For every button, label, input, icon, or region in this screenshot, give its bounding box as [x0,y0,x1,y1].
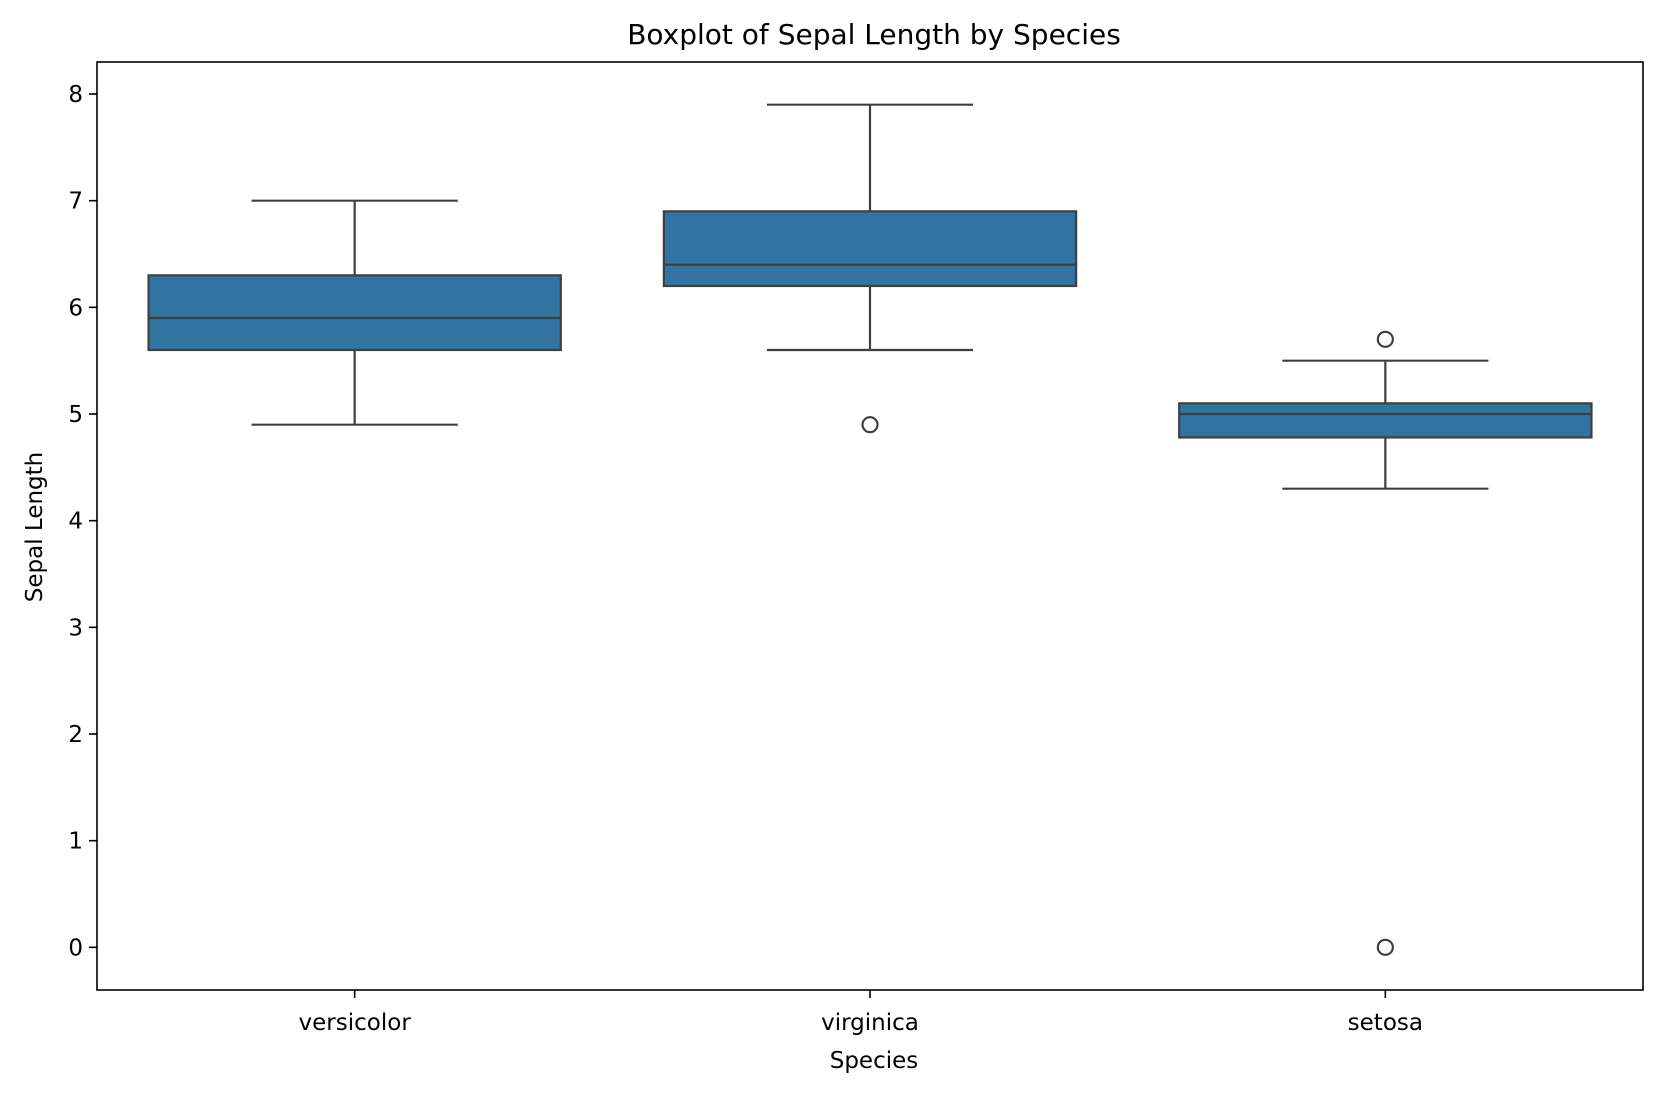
y-tick-label-5: 5 [68,402,83,428]
plot-area: 0 1 2 3 4 5 6 7 8 versicolor virginica setosa [68,61,1644,1036]
x-tick-label-versicolor: versicolor [299,1010,412,1036]
x-tick-label-setosa: setosa [1348,1010,1423,1036]
y-tick-label-0: 0 [68,935,83,961]
box-setosa-iqr-rect [1178,402,1593,439]
chart-title: Boxplot of Sepal Length by Species [627,18,1121,51]
box-virginica-iqr-rect [662,210,1078,288]
box-virginica-outlier-0 [861,416,879,434]
y-tick-label-2: 2 [68,722,83,748]
y-tick-label-8: 8 [68,82,83,108]
y-tick-label-7: 7 [68,189,83,215]
y-tick-label-1: 1 [68,829,83,855]
box-setosa-outlier-0 [1376,330,1394,348]
box-setosa-outlier-1 [1376,938,1394,956]
y-tick-label-4: 4 [68,509,83,535]
x-axis-label: Species [830,1048,919,1074]
x-tick-label-virginica: virginica [821,1010,919,1036]
box-versicolor-iqr-rect [147,274,562,352]
y-tick-label-6: 6 [68,295,83,321]
y-axis-label: Sepal Length [22,452,48,602]
y-tick-label-3: 3 [68,615,83,641]
